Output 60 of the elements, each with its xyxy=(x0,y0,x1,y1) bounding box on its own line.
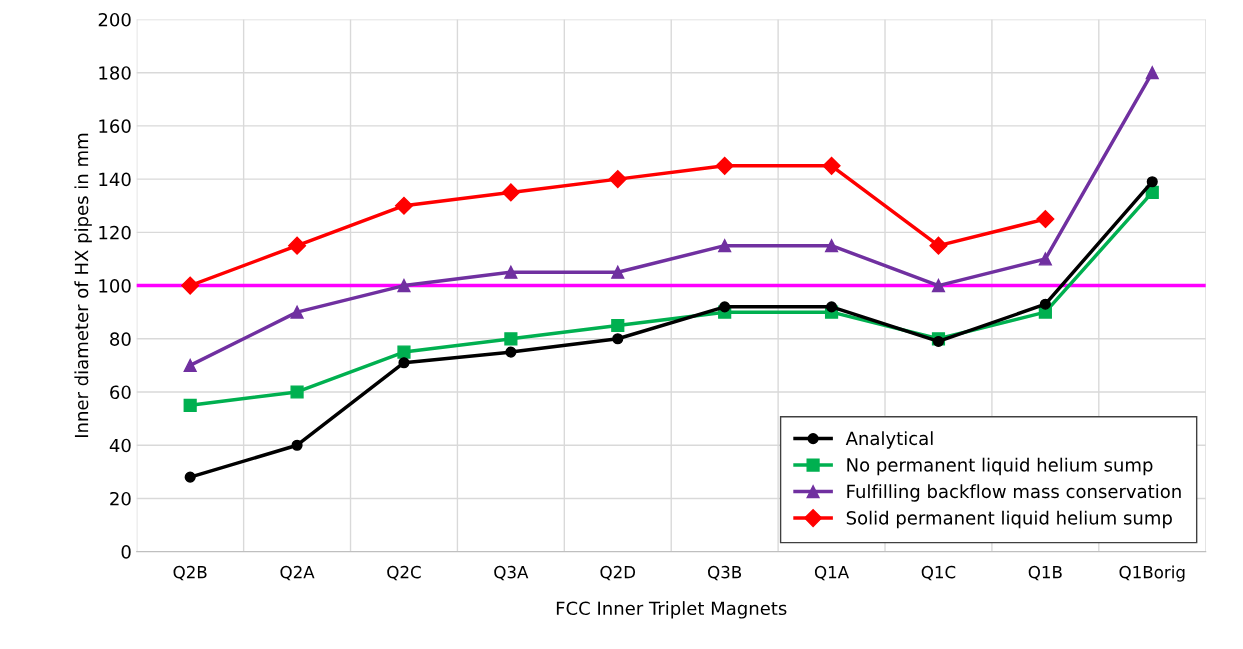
y-tick-label: 180 xyxy=(99,66,131,80)
y-axis-title: Inner diameter of HX pipes in mm xyxy=(74,133,92,438)
x-tick-label: Q2B xyxy=(173,565,207,581)
point xyxy=(397,345,411,359)
point xyxy=(288,236,307,255)
point xyxy=(290,305,304,319)
point xyxy=(504,332,518,346)
point xyxy=(397,278,411,293)
point xyxy=(608,170,627,189)
point xyxy=(719,301,731,313)
y-tick-label: 60 xyxy=(110,385,131,400)
x-tick-label: Q2C xyxy=(387,565,421,581)
y-tick-label: 80 xyxy=(110,332,131,346)
x-tick-label: Q1Borig xyxy=(1119,565,1185,582)
point xyxy=(929,236,948,255)
point xyxy=(183,358,197,372)
point xyxy=(398,357,410,369)
y-tick-label: 140 xyxy=(99,172,131,187)
legend-label: No permanent liquid helium sump xyxy=(847,457,1153,476)
point xyxy=(184,471,196,483)
point xyxy=(611,265,625,279)
point xyxy=(290,385,304,399)
point xyxy=(826,301,838,313)
y-tick-label: 0 xyxy=(121,545,131,559)
point xyxy=(1038,252,1052,266)
legend-label: Fulfilling backflow mass conservation xyxy=(847,484,1181,502)
point xyxy=(181,276,200,295)
x-tick-label: Q1A xyxy=(814,565,849,581)
point xyxy=(1036,209,1055,229)
point xyxy=(394,196,414,215)
point xyxy=(931,278,946,293)
point xyxy=(1146,176,1158,188)
x-axis-title: FCC Inner Triplet Magnets xyxy=(556,601,787,619)
x-tick-label: Q3A xyxy=(494,565,529,581)
legend-label: Analytical xyxy=(845,431,933,449)
point xyxy=(183,398,197,412)
point xyxy=(824,239,839,253)
point xyxy=(715,156,734,175)
point xyxy=(1145,66,1159,80)
point xyxy=(505,346,517,358)
x-tick-label: Q2D xyxy=(600,565,636,581)
x-tick-label: Q1C xyxy=(921,565,956,581)
y-tick-label: 100 xyxy=(99,279,131,293)
x-tick-label: Q3B xyxy=(708,565,742,581)
legend-label: Solid permanent liquid helium sump xyxy=(846,510,1172,529)
point xyxy=(718,239,732,253)
y-tick-label: 160 xyxy=(99,119,131,134)
y-tick-label: 20 xyxy=(110,491,131,506)
x-tick-label: Q2A xyxy=(280,565,315,581)
point xyxy=(611,318,625,333)
point xyxy=(1039,298,1051,310)
x-tick-label: Q1B xyxy=(1028,565,1062,581)
point xyxy=(612,333,624,345)
point xyxy=(291,439,303,451)
point xyxy=(504,265,518,279)
point xyxy=(501,183,520,202)
y-tick-label: 200 xyxy=(98,12,131,27)
y-tick-label: 40 xyxy=(109,438,131,453)
y-tick-label: 120 xyxy=(99,225,131,240)
point xyxy=(822,156,841,175)
